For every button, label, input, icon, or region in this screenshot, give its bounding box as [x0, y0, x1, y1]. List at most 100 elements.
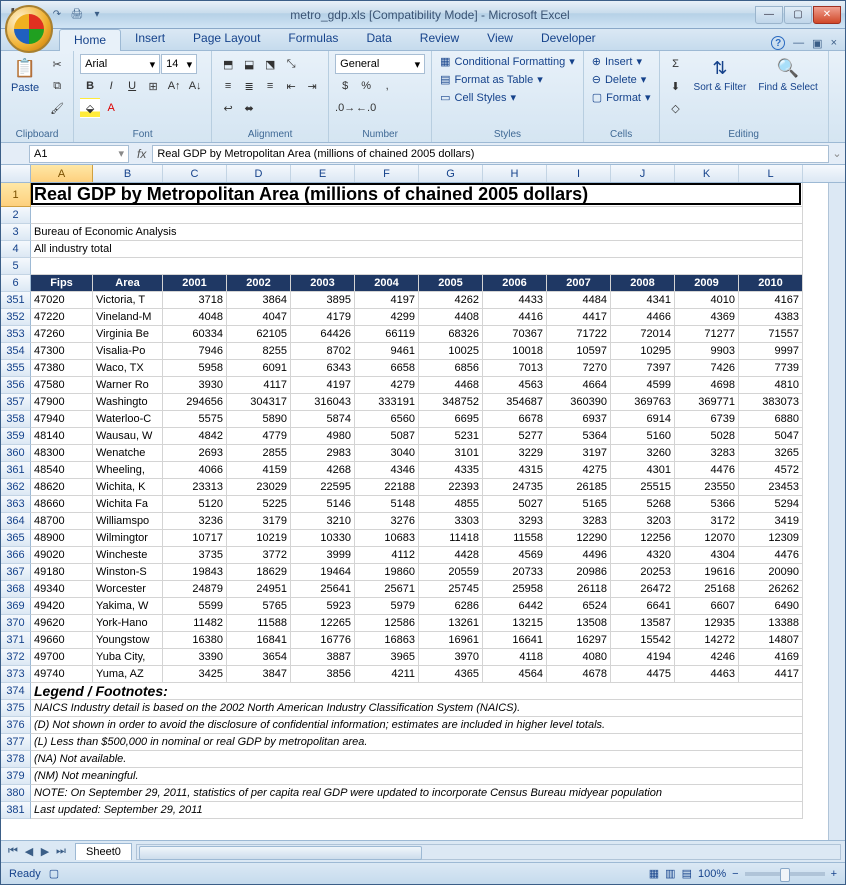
cell[interactable]: 10330: [291, 530, 355, 547]
cell[interactable]: 26472: [611, 581, 675, 598]
cell[interactable]: 2009: [675, 275, 739, 292]
row-header[interactable]: 6: [1, 275, 31, 292]
row-header[interactable]: 2: [1, 207, 31, 224]
cell[interactable]: 10597: [547, 343, 611, 360]
underline-button[interactable]: U: [122, 76, 142, 96]
cell[interactable]: 5958: [163, 360, 227, 377]
cell[interactable]: 22188: [355, 479, 419, 496]
cell[interactable]: 4383: [739, 309, 803, 326]
row-header[interactable]: 379: [1, 768, 31, 785]
cell[interactable]: 4268: [291, 462, 355, 479]
row-header[interactable]: 372: [1, 649, 31, 666]
cell[interactable]: 4417: [739, 666, 803, 683]
cell[interactable]: 47900: [31, 394, 93, 411]
cell[interactable]: 10219: [227, 530, 291, 547]
cell[interactable]: 4468: [419, 377, 483, 394]
cell[interactable]: Winston-S: [93, 564, 163, 581]
cell[interactable]: 6442: [483, 598, 547, 615]
column-header[interactable]: A: [31, 165, 93, 182]
cell[interactable]: (D) Not shown in order to avoid the disc…: [31, 717, 803, 734]
cell[interactable]: Yuma, AZ: [93, 666, 163, 683]
cell[interactable]: 5575: [163, 411, 227, 428]
cell[interactable]: 49660: [31, 632, 93, 649]
cell[interactable]: 4197: [355, 292, 419, 309]
cell[interactable]: 5225: [227, 496, 291, 513]
cell[interactable]: 10018: [483, 343, 547, 360]
copy-icon[interactable]: ⧉: [47, 76, 67, 96]
cell[interactable]: 4433: [483, 292, 547, 309]
cell[interactable]: 3040: [355, 445, 419, 462]
cell[interactable]: 16961: [419, 632, 483, 649]
row-header[interactable]: 362: [1, 479, 31, 496]
cell[interactable]: 3172: [675, 513, 739, 530]
cell[interactable]: Last updated: September 29, 2011: [31, 802, 803, 819]
cell[interactable]: 2010: [739, 275, 803, 292]
row-header[interactable]: 375: [1, 700, 31, 717]
cell[interactable]: 24735: [483, 479, 547, 496]
cell[interactable]: 4211: [355, 666, 419, 683]
cell[interactable]: 6880: [739, 411, 803, 428]
cell[interactable]: 4476: [739, 547, 803, 564]
cell[interactable]: 4408: [419, 309, 483, 326]
cell[interactable]: Youngstow: [93, 632, 163, 649]
cell[interactable]: 3283: [547, 513, 611, 530]
cell[interactable]: 4572: [739, 462, 803, 479]
cell[interactable]: 12935: [675, 615, 739, 632]
row-header[interactable]: 364: [1, 513, 31, 530]
column-header[interactable]: L: [739, 165, 803, 182]
cell[interactable]: 12265: [291, 615, 355, 632]
row-header[interactable]: 361: [1, 462, 31, 479]
cell[interactable]: 4262: [419, 292, 483, 309]
cell[interactable]: 4463: [675, 666, 739, 683]
cell[interactable]: 64426: [291, 326, 355, 343]
cell[interactable]: 10025: [419, 343, 483, 360]
cell[interactable]: 5231: [419, 428, 483, 445]
cell[interactable]: Yakima, W: [93, 598, 163, 615]
cell[interactable]: 23313: [163, 479, 227, 496]
cell[interactable]: 7946: [163, 343, 227, 360]
row-header[interactable]: 355: [1, 360, 31, 377]
cell[interactable]: 16863: [355, 632, 419, 649]
ribbon-tab-developer[interactable]: Developer: [527, 28, 610, 50]
workbook-minimize-icon[interactable]: —: [793, 37, 804, 49]
cell[interactable]: 47020: [31, 292, 93, 309]
cell[interactable]: 369771: [675, 394, 739, 411]
cell[interactable]: 3654: [227, 649, 291, 666]
cell[interactable]: 8702: [291, 343, 355, 360]
cell[interactable]: 25168: [675, 581, 739, 598]
cell[interactable]: Worcester: [93, 581, 163, 598]
row-header[interactable]: 367: [1, 564, 31, 581]
cell-styles-button[interactable]: ▭Cell Styles ▾: [438, 90, 577, 105]
qat-more-icon[interactable]: ▾: [89, 7, 105, 23]
cell[interactable]: 13261: [419, 615, 483, 632]
cell[interactable]: 3236: [163, 513, 227, 530]
cell[interactable]: 3772: [227, 547, 291, 564]
office-button[interactable]: [5, 5, 53, 53]
cell[interactable]: 25958: [483, 581, 547, 598]
cell[interactable]: 4301: [611, 462, 675, 479]
cell[interactable]: 24879: [163, 581, 227, 598]
cell[interactable]: 10717: [163, 530, 227, 547]
cell[interactable]: 4842: [163, 428, 227, 445]
cell[interactable]: 5599: [163, 598, 227, 615]
cell[interactable]: 12586: [355, 615, 419, 632]
ribbon-tab-formulas[interactable]: Formulas: [274, 28, 352, 50]
cell[interactable]: 23550: [675, 479, 739, 496]
format-cells-button[interactable]: ▢Format ▾: [590, 90, 653, 105]
font-size-combo[interactable]: 14▾: [161, 54, 197, 74]
autosum-icon[interactable]: Σ: [666, 54, 686, 74]
cell[interactable]: 11418: [419, 530, 483, 547]
number-format-combo[interactable]: General▾: [335, 54, 425, 74]
cell[interactable]: Wichita, K: [93, 479, 163, 496]
cell[interactable]: 4678: [547, 666, 611, 683]
paste-button[interactable]: 📋 Paste: [7, 54, 43, 128]
row-header[interactable]: 366: [1, 547, 31, 564]
column-header[interactable]: D: [227, 165, 291, 182]
cell[interactable]: 49620: [31, 615, 93, 632]
cell[interactable]: 6856: [419, 360, 483, 377]
cell[interactable]: 2008: [611, 275, 675, 292]
decrease-indent-icon[interactable]: ⇤: [281, 76, 301, 96]
cell[interactable]: 6641: [611, 598, 675, 615]
conditional-formatting-button[interactable]: ▦Conditional Formatting ▾: [438, 54, 577, 69]
cell[interactable]: 3718: [163, 292, 227, 309]
